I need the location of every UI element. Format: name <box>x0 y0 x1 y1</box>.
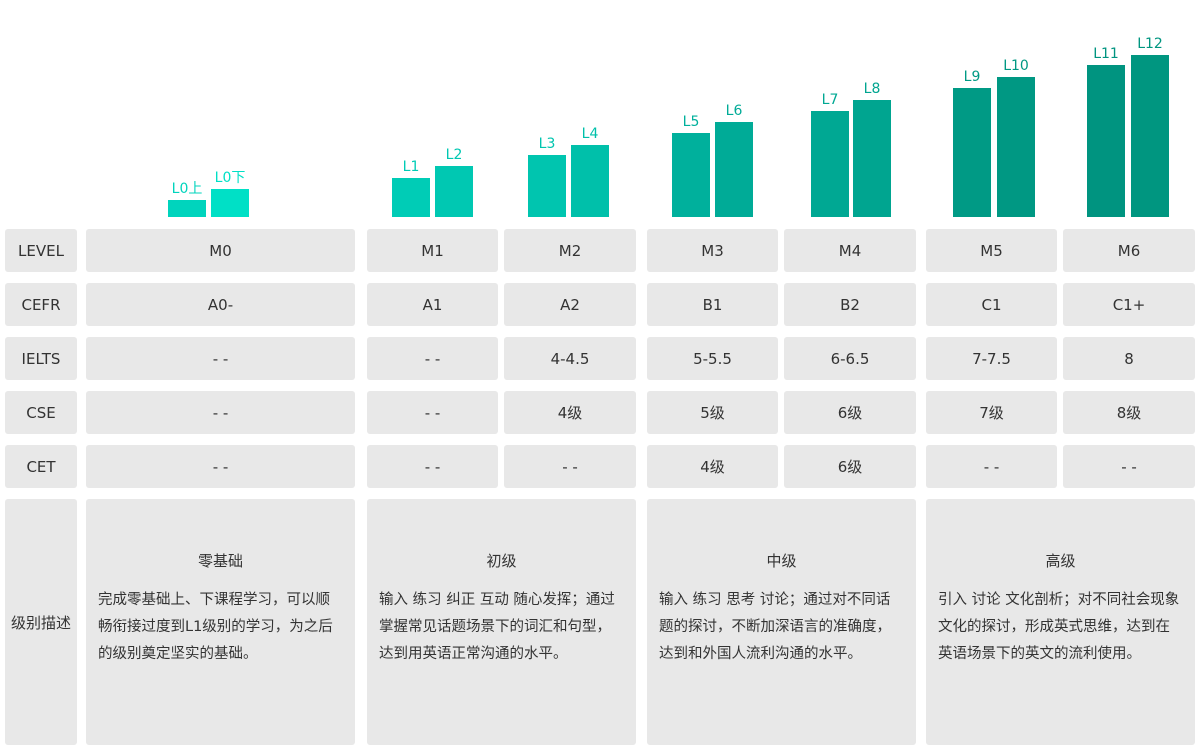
level-cell: M6 <box>1063 229 1195 272</box>
row-head-cse: CSE <box>5 391 77 434</box>
bar-label-L11: L11 <box>1093 46 1119 62</box>
description-title: 零基础 <box>197 552 243 570</box>
level-cell: M1 <box>367 229 498 272</box>
level-cell: M4 <box>784 229 916 272</box>
bar-L3 <box>528 155 566 217</box>
row-head-cefr: CEFR <box>5 283 77 326</box>
bar-L0上 <box>168 200 206 217</box>
bar-L0下 <box>211 189 249 217</box>
cse-cell: 4级 <box>504 391 636 434</box>
bar-label-L9: L9 <box>964 69 981 85</box>
bar-L5 <box>672 133 710 217</box>
ielts-cell: 7-7.5 <box>926 337 1057 380</box>
bar-L4 <box>571 145 609 217</box>
ielts-cell: 8 <box>1063 337 1195 380</box>
cefr-cell: B2 <box>784 283 916 326</box>
cefr-cell: B1 <box>647 283 778 326</box>
bar-label-L0下: L0下 <box>215 170 246 186</box>
description-block-elementary: 初级 输入 练习 纠正 互动 随心发挥；通过掌握常见话题场景下的词汇和句型，达到… <box>367 499 636 745</box>
ielts-cell: - - <box>86 337 355 380</box>
description-text: 输入 练习 思考 讨论；通过对不同话题的探讨，不断加深语言的准确度，达到和外国人… <box>659 592 891 662</box>
bar-L9 <box>953 88 991 217</box>
description-block-beginner-zero: 零基础 完成零基础上、下课程学习，可以顺畅衔接过度到L1级别的学习，为之后的级别… <box>86 499 355 745</box>
description-title: 高级 <box>1045 552 1076 570</box>
bar-label-L8: L8 <box>864 81 881 97</box>
bar-label-L10: L10 <box>1003 58 1029 74</box>
bar-label-L5: L5 <box>683 114 700 130</box>
bar-L8 <box>853 100 891 217</box>
cet-cell: 4级 <box>647 445 778 488</box>
cse-cell: - - <box>367 391 498 434</box>
ielts-cell: 6-6.5 <box>784 337 916 380</box>
cet-cell: 6级 <box>784 445 916 488</box>
cet-cell: - - <box>86 445 355 488</box>
bar-label-L12: L12 <box>1137 36 1163 52</box>
description-title: 中级 <box>766 552 797 570</box>
description-title: 初级 <box>486 552 517 570</box>
level-cell: M3 <box>647 229 778 272</box>
description-block-intermediate: 中级 输入 练习 思考 讨论；通过对不同话题的探讨，不断加深语言的准确度，达到和… <box>647 499 916 745</box>
bar-L12 <box>1131 55 1169 217</box>
bar-L6 <box>715 122 753 217</box>
bar-label-L0上: L0上 <box>172 181 203 197</box>
cse-cell: 5级 <box>647 391 778 434</box>
bar-label-L2: L2 <box>446 147 463 163</box>
bar-label-L1: L1 <box>403 159 420 175</box>
bar-label-L3: L3 <box>539 136 556 152</box>
cet-cell: - - <box>367 445 498 488</box>
cet-cell: - - <box>926 445 1057 488</box>
bar-label-L4: L4 <box>582 126 599 142</box>
bar-L10 <box>997 77 1035 217</box>
bar-L1 <box>392 178 430 217</box>
cet-cell: - - <box>504 445 636 488</box>
cse-cell: 6级 <box>784 391 916 434</box>
cse-cell: 7级 <box>926 391 1057 434</box>
cet-cell: - - <box>1063 445 1195 488</box>
cefr-cell: A0- <box>86 283 355 326</box>
bar-label-L6: L6 <box>726 103 743 119</box>
description-text: 引入 讨论 文化剖析；对不同社会现象文化的探讨，形成英式思维，达到在英语场景下的… <box>938 592 1180 662</box>
cse-cell: 8级 <box>1063 391 1195 434</box>
row-head-ielts: IELTS <box>5 337 77 380</box>
ielts-cell: - - <box>367 337 498 380</box>
bar-L11 <box>1087 65 1125 217</box>
cefr-cell: C1 <box>926 283 1057 326</box>
ielts-cell: 4-4.5 <box>504 337 636 380</box>
level-bar-chart: L0上 L0下 L1 L2 L3 L4 L5 L6 L7 L8 L9 L10 L11 L12 <box>168 36 1169 217</box>
bar-L2 <box>435 166 473 217</box>
level-cell: M0 <box>86 229 355 272</box>
description-block-advanced: 高级 引入 讨论 文化剖析；对不同社会现象文化的探讨，形成英式思维，达到在英语场… <box>926 499 1195 745</box>
cse-cell: - - <box>86 391 355 434</box>
cefr-cell: A1 <box>367 283 498 326</box>
level-cell: M5 <box>926 229 1057 272</box>
bar-L7 <box>811 111 849 217</box>
row-head-description: 级别描述 <box>5 499 77 745</box>
description-text: 输入 练习 纠正 互动 随心发挥；通过掌握常见话题场景下的词汇和句型，达到用英语… <box>379 592 615 662</box>
row-head-level: LEVEL <box>5 229 77 272</box>
bar-label-L7: L7 <box>822 92 839 108</box>
cefr-cell: A2 <box>504 283 636 326</box>
cefr-cell: C1+ <box>1063 283 1195 326</box>
level-cell: M2 <box>504 229 636 272</box>
description-text: 完成零基础上、下课程学习，可以顺畅衔接过度到L1级别的学习，为之后的级别奠定坚实… <box>98 592 333 662</box>
ielts-cell: 5-5.5 <box>647 337 778 380</box>
row-head-cet: CET <box>5 445 77 488</box>
